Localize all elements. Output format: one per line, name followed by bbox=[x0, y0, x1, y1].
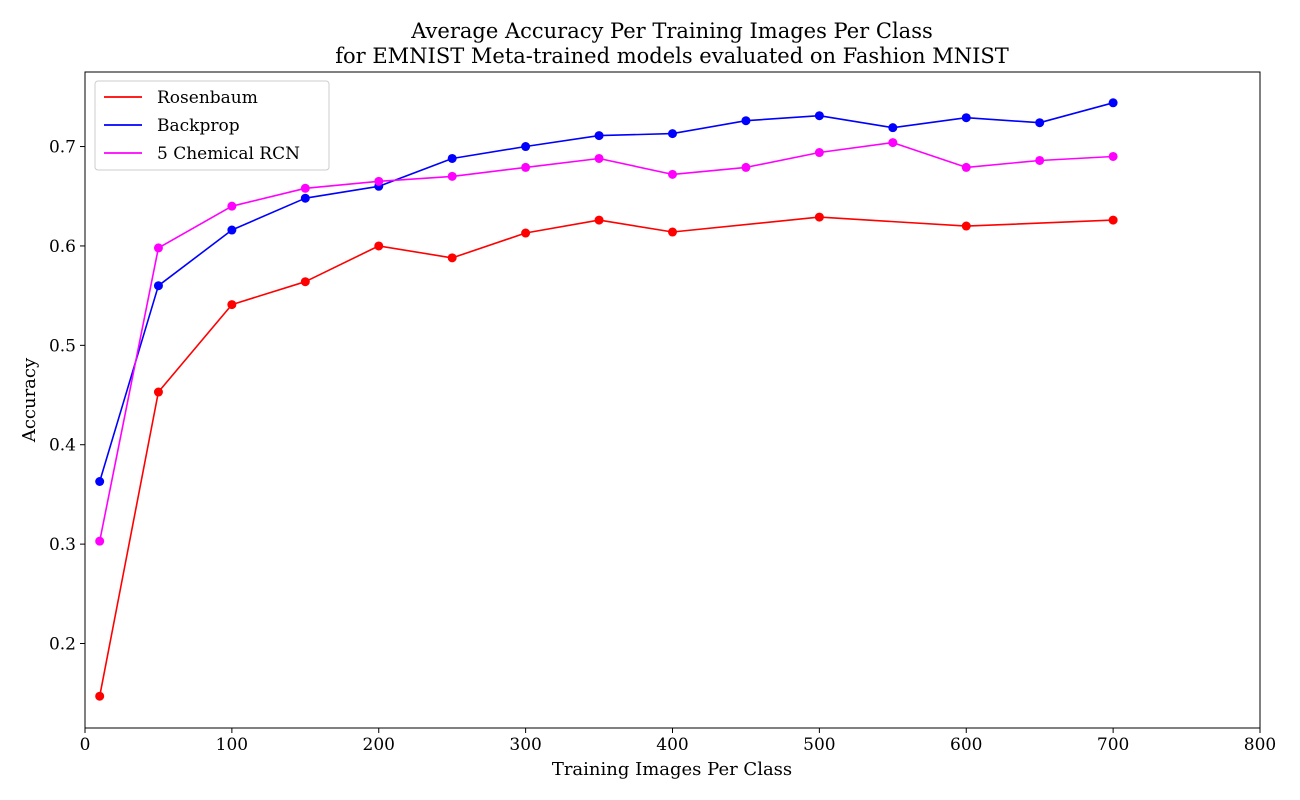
data-point-rosenbaum bbox=[153, 387, 163, 397]
data-point-5-chemical-rcn bbox=[961, 162, 971, 172]
data-point-rosenbaum bbox=[447, 253, 457, 263]
data-point-5-chemical-rcn bbox=[594, 153, 604, 163]
x-tick-label: 500 bbox=[803, 735, 835, 755]
y-tick-label: 0.5 bbox=[49, 336, 76, 356]
data-point-5-chemical-rcn bbox=[521, 162, 531, 172]
data-point-backprop bbox=[1035, 118, 1045, 128]
data-point-backprop bbox=[95, 477, 105, 487]
data-point-5-chemical-rcn bbox=[888, 138, 898, 148]
data-point-5-chemical-rcn bbox=[741, 162, 751, 172]
data-point-rosenbaum bbox=[300, 277, 310, 287]
data-point-rosenbaum bbox=[668, 227, 677, 237]
x-tick-label: 0 bbox=[80, 735, 91, 755]
series-line-5-chemical-rcn bbox=[98, 141, 1114, 542]
data-point-rosenbaum bbox=[814, 212, 824, 222]
x-tick-label: 800 bbox=[1244, 735, 1276, 755]
legend: Rosenbaum Backprop 5 Chemical RCN bbox=[94, 80, 330, 171]
data-point-backprop bbox=[447, 153, 457, 163]
data-point-rosenbaum bbox=[95, 691, 105, 701]
data-point-5-chemical-rcn bbox=[153, 243, 163, 253]
x-tick-label: 300 bbox=[509, 735, 541, 755]
data-point-5-chemical-rcn bbox=[668, 169, 677, 179]
y-tick-label: 0.2 bbox=[49, 635, 76, 655]
legend-label: Rosenbaum bbox=[157, 88, 258, 108]
legend-label: Backprop bbox=[157, 116, 240, 136]
data-point-rosenbaum bbox=[1108, 215, 1118, 225]
data-point-5-chemical-rcn bbox=[447, 171, 457, 181]
x-axis-label: Training Images Per Class bbox=[552, 759, 792, 780]
data-point-backprop bbox=[888, 123, 898, 133]
data-point-5-chemical-rcn bbox=[814, 148, 824, 158]
legend-item: 5 Chemical RCN bbox=[104, 144, 300, 164]
data-point-rosenbaum bbox=[961, 221, 971, 231]
x-tick-label: 200 bbox=[363, 735, 395, 755]
y-axis: 0.2 0.3 0.4 0.5 0.6 0.7 bbox=[49, 138, 85, 655]
data-point-backprop bbox=[227, 225, 237, 235]
data-point-5-chemical-rcn bbox=[95, 536, 105, 546]
legend-item: Backprop bbox=[104, 116, 240, 136]
data-point-5-chemical-rcn bbox=[374, 176, 384, 186]
chart-subtitle: for EMNIST Meta-trained models evaluated… bbox=[335, 44, 1009, 68]
series-line-rosenbaum bbox=[98, 216, 1114, 697]
x-tick-label: 100 bbox=[216, 735, 248, 755]
legend-item: Rosenbaum bbox=[104, 88, 258, 108]
chart-title: Average Accuracy Per Training Images Per… bbox=[410, 19, 933, 43]
y-tick-label: 0.7 bbox=[49, 138, 76, 158]
y-axis-label: Accuracy bbox=[19, 357, 40, 443]
data-point-rosenbaum bbox=[227, 300, 237, 310]
data-point-backprop bbox=[521, 142, 531, 152]
legend-label: 5 Chemical RCN bbox=[157, 144, 300, 164]
data-point-5-chemical-rcn bbox=[1108, 151, 1118, 161]
data-point-5-chemical-rcn bbox=[1035, 155, 1045, 165]
data-point-backprop bbox=[300, 193, 310, 203]
x-tick-label: 400 bbox=[656, 735, 688, 755]
data-point-backprop bbox=[1108, 98, 1118, 108]
data-point-backprop bbox=[814, 111, 824, 121]
x-axis: 0 100 200 300 400 500 600 700 800 bbox=[80, 728, 1276, 755]
data-point-rosenbaum bbox=[374, 241, 384, 251]
data-point-rosenbaum bbox=[594, 215, 604, 225]
y-tick-label: 0.6 bbox=[49, 237, 76, 257]
data-point-5-chemical-rcn bbox=[300, 183, 310, 193]
y-tick-label: 0.4 bbox=[49, 436, 76, 456]
y-tick-label: 0.3 bbox=[49, 535, 76, 555]
data-point-backprop bbox=[153, 281, 163, 291]
x-tick-label: 700 bbox=[1097, 735, 1129, 755]
data-point-backprop bbox=[961, 113, 971, 123]
data-point-rosenbaum bbox=[521, 228, 531, 238]
data-point-backprop bbox=[741, 116, 751, 126]
plot-area bbox=[95, 98, 1118, 701]
data-point-backprop bbox=[594, 131, 604, 141]
x-tick-label: 600 bbox=[950, 735, 982, 755]
legend-box bbox=[94, 80, 330, 171]
data-point-5-chemical-rcn bbox=[227, 201, 237, 211]
data-point-backprop bbox=[668, 129, 677, 139]
